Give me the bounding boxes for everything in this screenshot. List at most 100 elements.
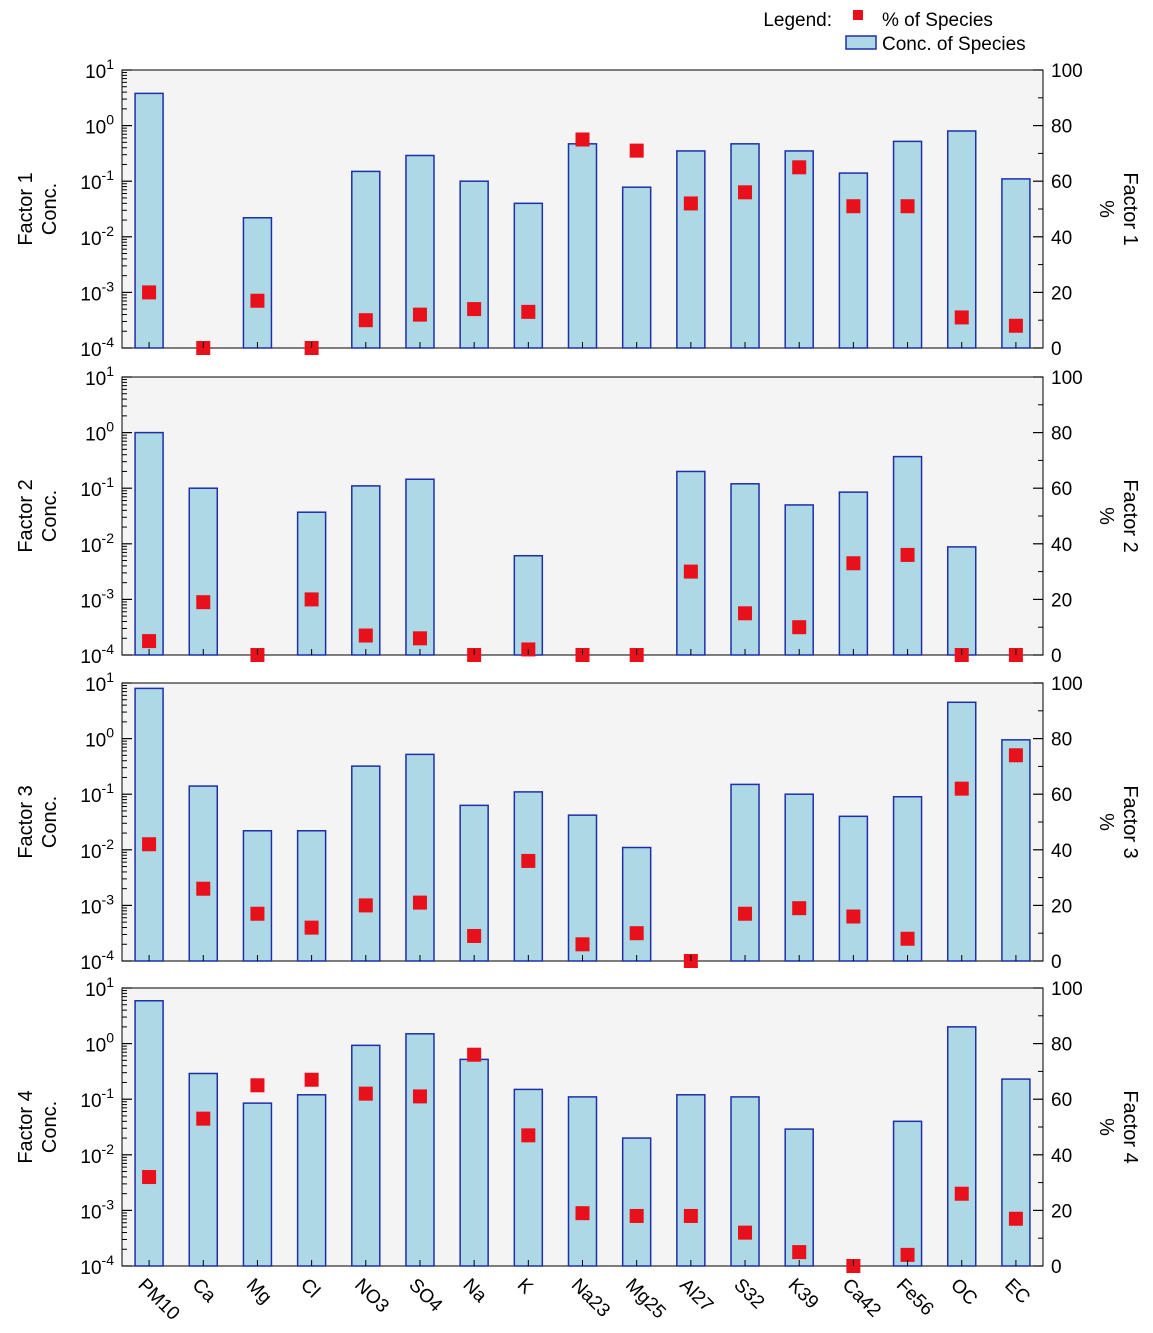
conc-bar-K	[513, 554, 544, 656]
conc-bar-K39	[784, 150, 814, 349]
percent-marker-Fe56	[900, 931, 915, 946]
percent-marker-SO4	[412, 631, 427, 646]
right-tick-label: 0	[1051, 646, 1062, 667]
percent-marker-Cl	[304, 920, 319, 935]
left-tick-label: 101	[85, 363, 114, 390]
left-axis-title-conc: Conc.	[39, 1101, 61, 1153]
percent-marker-S32	[738, 1225, 753, 1240]
percent-marker-Na23	[575, 937, 590, 952]
conc-bar-Na	[459, 1058, 489, 1267]
right-tick-label: 20	[1051, 1201, 1072, 1222]
conc-bar-Mg25	[621, 186, 652, 349]
right-axis-title: % Factor 4	[1095, 1090, 1141, 1163]
conc-bar-S32	[730, 1096, 760, 1267]
right-tick-label: 100	[1051, 368, 1083, 389]
category-label-OC: OC	[946, 1275, 981, 1310]
conc-bar-Ca	[188, 1072, 219, 1267]
conc-bar-Cl	[296, 511, 327, 656]
right-tick-label: 60	[1051, 172, 1072, 193]
left-tick-label: 100	[85, 725, 114, 752]
conc-bar-Ca	[188, 785, 219, 962]
conc-bar-Na23	[567, 1096, 598, 1267]
right-tick-label: 80	[1051, 117, 1072, 138]
percent-marker-S32	[738, 606, 753, 621]
percent-marker-PM10	[142, 285, 157, 300]
right-tick-label: 40	[1051, 228, 1072, 249]
percent-marker-NO3	[358, 898, 373, 913]
conc-bar-Ca42	[838, 491, 869, 656]
conc-bar-Mg25	[621, 1137, 652, 1267]
right-tick-label: 100	[1051, 61, 1083, 82]
percent-marker-EC	[1008, 1211, 1023, 1226]
conc-bar-SO4	[405, 753, 435, 962]
left-tick-label: 10-4	[80, 334, 114, 361]
conc-bar-Na23	[567, 143, 598, 349]
conc-bar-OC	[946, 546, 977, 656]
left-tick-label: 100	[85, 1030, 114, 1057]
left-axis-title-conc: Conc.	[39, 796, 61, 848]
right-tick-label: 80	[1051, 1035, 1072, 1056]
left-tick-label: 10-3	[80, 1196, 114, 1223]
right-axis-title: % Factor 1	[1095, 172, 1141, 245]
conc-bar-SO4	[405, 478, 435, 656]
right-tick-label: 20	[1051, 283, 1072, 304]
left-axis-title-factor: Factor 4	[15, 1090, 37, 1163]
conc-bar-EC	[1001, 1078, 1031, 1267]
legend-title: Legend:	[763, 10, 832, 31]
left-tick-label: 10-1	[80, 780, 114, 807]
left-tick-label: 10-4	[80, 947, 114, 974]
percent-marker-S32	[738, 906, 753, 921]
category-label-Mg: Mg	[242, 1275, 276, 1309]
percent-marker-Fe56	[900, 1247, 915, 1262]
percent-marker-Al27	[683, 564, 698, 579]
conc-bar-Cl	[296, 830, 327, 962]
right-axis-title: % Factor 3	[1095, 785, 1141, 858]
conc-bar-Ca42	[838, 815, 869, 962]
x-axis-category-labels: PM10 Ca Mg Cl NO3 SO4 Na K Na23 Mg25 Al27 S32 K39 Ca4…	[134, 1275, 1034, 1325]
conc-bar-NO3	[351, 765, 381, 962]
percent-marker-Ca42	[846, 556, 861, 571]
conc-bar-Fe56	[892, 1120, 923, 1267]
conc-bar-PM10	[134, 687, 164, 962]
left-tick-label: 101	[85, 56, 114, 83]
left-tick-label: 10-3	[80, 585, 114, 612]
right-tick-label: 60	[1051, 785, 1072, 806]
left-tick-label: 10-1	[80, 167, 114, 194]
percent-marker-Cl	[304, 592, 319, 607]
percent-marker-EC	[1008, 748, 1023, 763]
percent-marker-K	[521, 853, 536, 868]
left-axis-title-conc: Conc.	[39, 490, 61, 542]
factor-panel-2: 10-4 10-3 10-2 10-1 100 101 0 20 40 60 80 100 Factor…	[15, 363, 1141, 668]
percent-marker-Na23	[575, 132, 590, 147]
factor-panel-4: 10-4 10-3 10-2 10-1 100 101 0 20 40 60 80 100 Factor…	[15, 974, 1141, 1279]
conc-bar-K39	[784, 1128, 814, 1267]
category-label-Mg25: Mg25	[621, 1275, 669, 1323]
category-label-Al27: Al27	[675, 1275, 717, 1317]
conc-bar-S32	[730, 483, 760, 656]
percent-marker-Cl	[304, 1072, 319, 1087]
percent-marker-Na	[467, 302, 482, 317]
percent-marker-PM10	[142, 634, 157, 649]
percent-marker-K39	[792, 620, 807, 635]
percent-marker-OC	[954, 1186, 969, 1201]
conc-bar-PM10	[134, 92, 164, 349]
right-tick-label: 40	[1051, 535, 1072, 556]
right-axis-title-factor: Factor 4	[1119, 1090, 1141, 1163]
category-label-K39: K39	[784, 1275, 823, 1314]
legend-conc-label: Conc. of Species	[882, 34, 1026, 55]
percent-marker-K39	[792, 901, 807, 916]
conc-bar-Na	[459, 180, 489, 349]
percent-marker-Al27	[683, 196, 698, 211]
right-tick-label: 100	[1051, 979, 1083, 1000]
percent-marker-K	[521, 1128, 536, 1143]
percent-marker-Ca	[196, 595, 211, 610]
category-label-Ca42: Ca42	[838, 1275, 885, 1322]
left-tick-label: 10-2	[80, 530, 114, 557]
percent-marker-Mg	[250, 1078, 265, 1093]
factor-panel-1: 10-4 10-3 10-2 10-1 100 101 0 20 40 60 80 100 Factor…	[15, 56, 1141, 361]
left-tick-label: 10-3	[80, 278, 114, 305]
left-tick-label: 10-2	[80, 223, 114, 250]
right-tick-label: 60	[1051, 479, 1072, 500]
percent-marker-Ca42	[846, 199, 861, 214]
